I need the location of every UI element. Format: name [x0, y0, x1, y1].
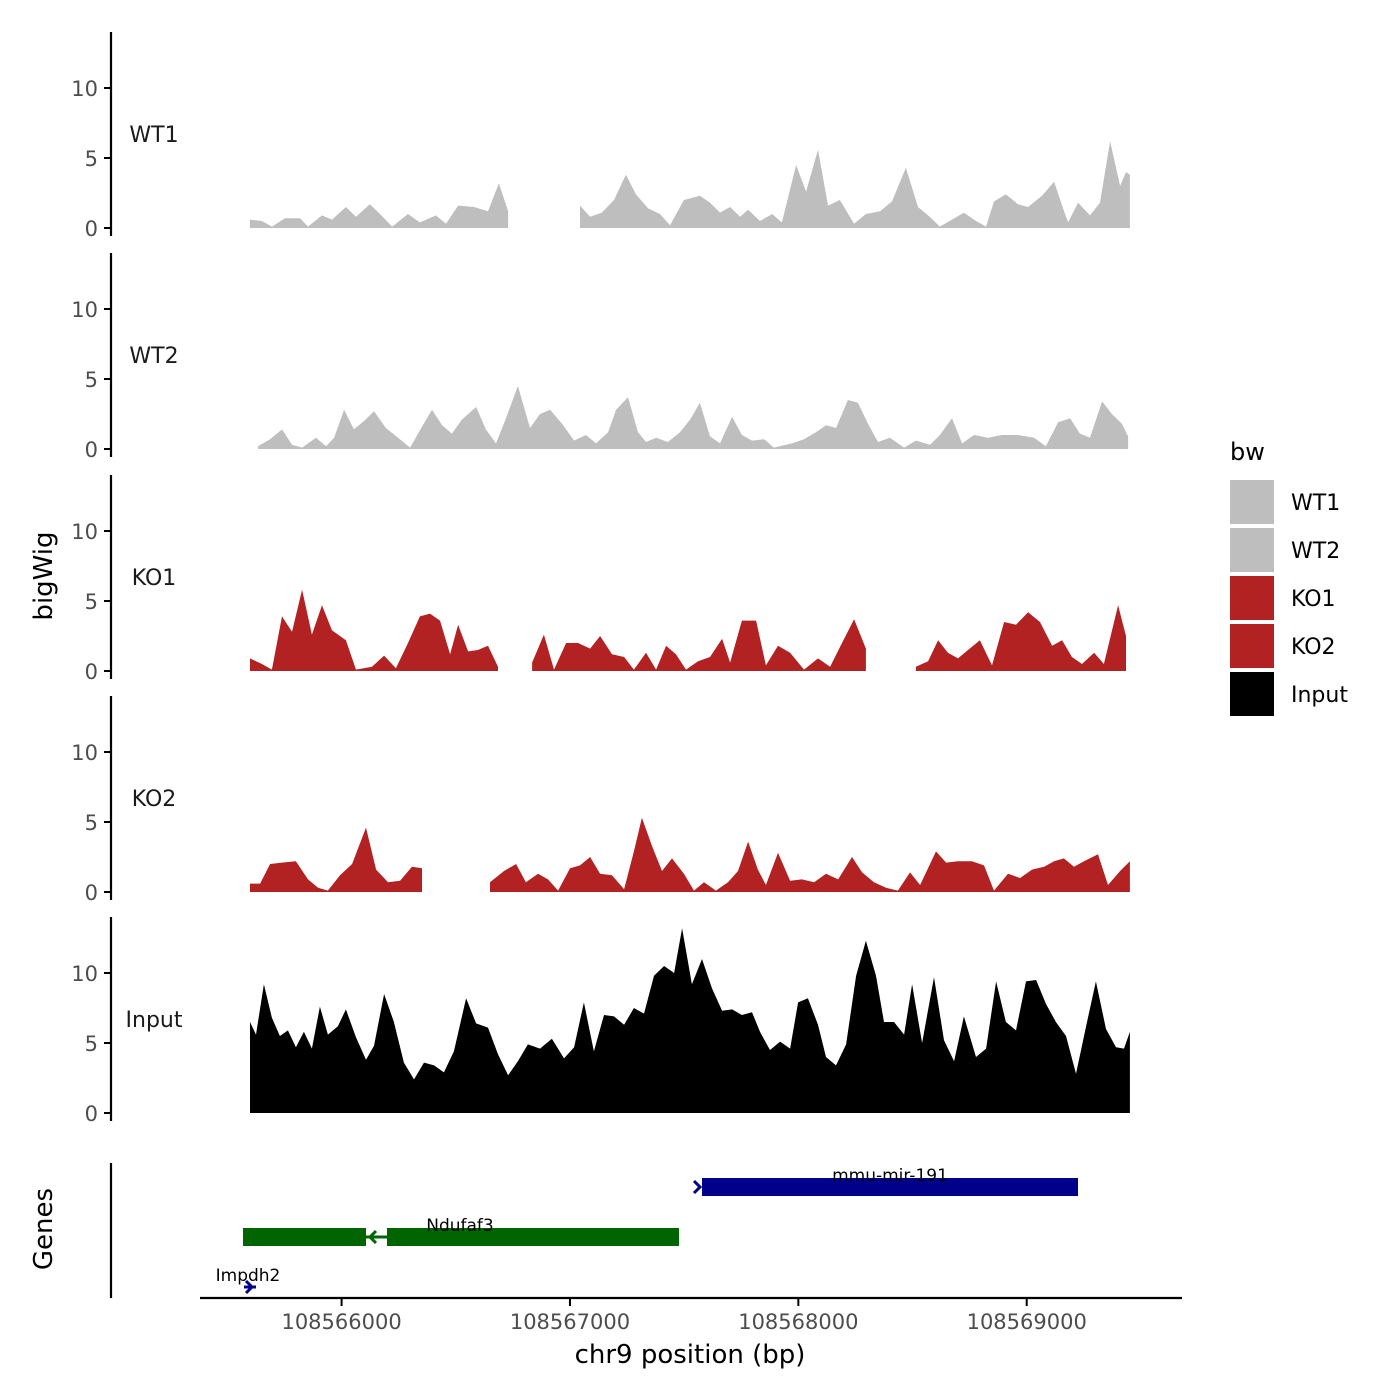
- legend-swatch-wt2: [1230, 528, 1274, 572]
- y-tick-label: 5: [85, 147, 98, 171]
- legend: bw WT1 WT2 KO1 KO2 Input: [1230, 438, 1348, 716]
- track-panel-wt2: 0 5 10 WT2: [71, 253, 1129, 462]
- gene-label: mmu-mir-191: [832, 1166, 948, 1186]
- coverage-area-input-0: [250, 928, 1130, 1113]
- legend-title: bw: [1230, 438, 1265, 466]
- strand-arrow-icon: [367, 1229, 378, 1245]
- track-panel-input: 0 5 10 Input: [71, 917, 1130, 1126]
- track-label-input: Input: [126, 1008, 183, 1033]
- y-axis-title: bigWig: [29, 531, 59, 620]
- track-panel-ko2: 0 5 10 KO2: [71, 696, 1130, 905]
- x-axis: 108566000 108567000 108568000 108569000: [200, 1296, 1182, 1334]
- y-tick-label: 0: [85, 660, 98, 684]
- y-tick-label: 10: [71, 77, 98, 101]
- y-tick-label: 10: [71, 298, 98, 322]
- gene-label: Impdh2: [216, 1266, 281, 1286]
- coverage-area-ko1-0: [250, 589, 498, 671]
- coverage-area-ko2-0: [250, 827, 422, 892]
- y-tick-label: 0: [85, 1102, 98, 1126]
- y-tick-label: 5: [85, 811, 98, 835]
- y-tick-label: 5: [85, 368, 98, 392]
- legend-label-ko2: KO2: [1291, 635, 1336, 660]
- y-tick-label: 5: [85, 590, 98, 614]
- x-tick-label: 108566000: [281, 1310, 401, 1334]
- x-axis-title: chr9 position (bp): [575, 1340, 806, 1370]
- coverage-area-ko1-2: [915, 605, 1126, 671]
- coverage-area-wt2-0: [258, 386, 1129, 449]
- strand-arrow-icon: [244, 1279, 255, 1295]
- gene-exon: [387, 1228, 679, 1246]
- legend-swatch-wt1: [1230, 480, 1274, 524]
- track-label-ko2: KO2: [132, 787, 177, 812]
- genes-axis-title: Genes: [29, 1188, 59, 1270]
- gene-label: Ndufaf3: [426, 1216, 494, 1236]
- y-tick-label: 5: [85, 1032, 98, 1056]
- track-label-wt2: WT2: [129, 344, 178, 369]
- gene-impdh2: Impdh2: [216, 1266, 281, 1295]
- x-tick-label: 108568000: [738, 1310, 858, 1334]
- legend-swatch-input: [1230, 672, 1274, 716]
- gene-exon: [243, 1228, 366, 1246]
- track-label-wt1: WT1: [129, 123, 178, 148]
- legend-label-input: Input: [1291, 683, 1348, 708]
- track-panel-wt1: 0 5 10 WT1: [71, 32, 1130, 241]
- legend-label-ko1: KO1: [1291, 587, 1336, 612]
- strand-arrow-icon: [692, 1179, 703, 1195]
- legend-swatch-ko1: [1230, 576, 1274, 620]
- coverage-area-wt1-0: [250, 183, 509, 228]
- y-tick-label: 0: [85, 438, 98, 462]
- legend-swatch-ko2: [1230, 624, 1274, 668]
- y-tick-label: 10: [71, 741, 98, 765]
- y-tick-label: 0: [85, 881, 98, 905]
- genes-panel: Genes mmu-mir-191 Ndufaf3 Impdh2: [29, 1163, 1078, 1298]
- track-panels: 0 5 10 WT1 0 5 10 WT2 0 5 10 KO1 0 5 10 KO2 0 5 10 Input: [71, 32, 1130, 1126]
- y-tick-label: 0: [85, 217, 98, 241]
- legend-label-wt1: WT1: [1291, 491, 1340, 516]
- coverage-area-wt1-1: [580, 141, 1130, 228]
- x-tick-label: 108567000: [510, 1310, 630, 1334]
- x-tick-label: 108569000: [967, 1310, 1087, 1334]
- legend-label-wt2: WT2: [1291, 539, 1340, 564]
- gene-exon: [702, 1178, 1078, 1196]
- gene-ndufaf3: Ndufaf3: [243, 1216, 679, 1246]
- y-tick-label: 10: [71, 520, 98, 544]
- coverage-area-ko2-1: [490, 817, 1130, 892]
- y-tick-label: 10: [71, 962, 98, 986]
- coverage-area-ko1-1: [532, 619, 866, 671]
- track-panel-ko1: 0 5 10 KO1: [71, 475, 1126, 684]
- track-label-ko1: KO1: [132, 566, 177, 591]
- gene-mmu-mir-191: mmu-mir-191: [692, 1166, 1078, 1196]
